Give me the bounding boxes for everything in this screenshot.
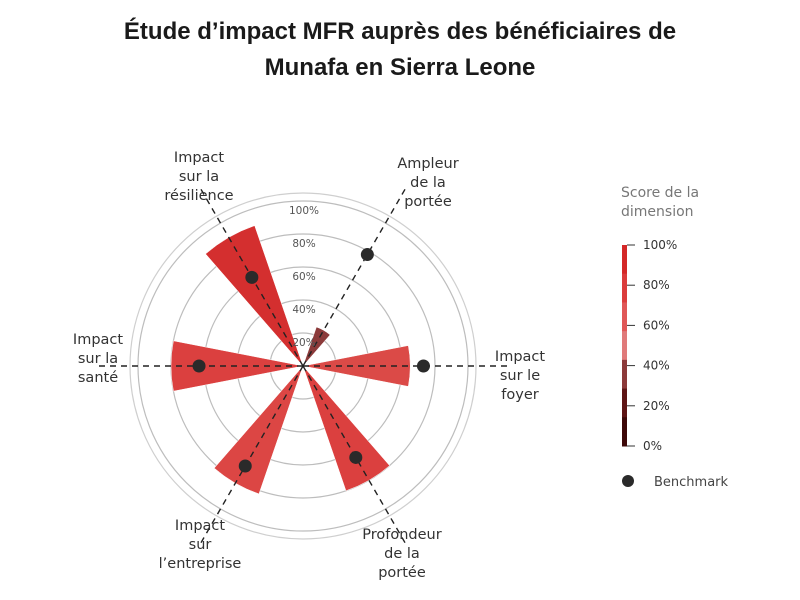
legend-color-segment <box>622 388 627 418</box>
legend-color-segment <box>622 359 627 390</box>
radial-tick-label: 100% <box>289 205 319 217</box>
radial-tick-label: 20% <box>292 337 315 349</box>
legend-color-segment <box>622 245 627 275</box>
legend-tick-label: 80% <box>643 278 670 292</box>
dimension-label: Impact <box>495 349 545 365</box>
radial-tick-label: 40% <box>292 304 315 316</box>
legend-benchmark-marker <box>622 475 634 487</box>
legend-color-segment <box>622 417 627 447</box>
legend-tick-label: 40% <box>643 359 670 373</box>
legend-color-segment <box>622 331 627 361</box>
chart-title-line-1: Étude d’impact MFR auprès des bénéficiai… <box>123 18 677 45</box>
dimension-label: sur la <box>179 169 219 185</box>
legend-title: dimension <box>621 204 694 220</box>
legend-tick-label: 20% <box>643 399 670 413</box>
legend-title: Score de la <box>621 185 699 201</box>
legend-tick-label: 60% <box>643 318 670 332</box>
axis-line <box>199 365 304 544</box>
bar-sector <box>302 345 411 387</box>
radial-tick-label: 80% <box>292 238 315 250</box>
legend-tick-label: 0% <box>643 439 662 453</box>
chart-title: Étude d’impact MFR auprès des bénéficiai… <box>0 14 800 86</box>
dimension-label: Ampleur <box>397 156 458 172</box>
dimension-label: portée <box>404 194 452 210</box>
dimension-label: Profondeur <box>362 527 441 543</box>
chart-title-line-2: Munafa en Sierra Leone <box>264 54 536 81</box>
legend-color-segment <box>622 273 627 303</box>
legend-benchmark-label: Benchmark <box>654 475 729 490</box>
dimension-label: portée <box>378 565 426 581</box>
dimension-label: de la <box>384 546 420 562</box>
dimension-label: l’entreprise <box>159 556 242 572</box>
benchmark-point <box>192 359 206 373</box>
dimension-label: sur <box>189 537 212 553</box>
legend: Score de la dimension 100% 80% 60% 40% 20% 0% Be… <box>621 185 729 490</box>
dimension-label: Impact <box>175 518 225 534</box>
dimension-label: santé <box>78 370 118 386</box>
benchmark-point <box>360 248 374 262</box>
dimension-label-layer: Ampleur de la portée Impact sur le foyer Profo… <box>73 150 545 581</box>
benchmark-point <box>349 450 363 464</box>
legend-tick-label: 100% <box>643 238 677 252</box>
radial-tick-label: 60% <box>292 271 315 283</box>
dimension-label: de la <box>410 175 446 191</box>
dimension-label: sur la <box>78 351 118 367</box>
dimension-label: sur le <box>500 368 540 384</box>
dimension-label: Impact <box>174 150 224 166</box>
benchmark-point <box>245 270 259 284</box>
benchmark-layer <box>192 248 430 473</box>
axis-line <box>302 188 407 367</box>
tick-label-layer: 20% 40% 60% 80% 100% <box>289 205 319 349</box>
dimension-label: foyer <box>501 387 538 403</box>
dimension-label: Impact <box>73 332 123 348</box>
outer-ring <box>129 192 477 540</box>
bars-layer <box>170 225 411 495</box>
bar-sector <box>205 225 304 367</box>
legend-color-segment <box>622 302 627 332</box>
benchmark-point <box>238 459 252 473</box>
bar-sector <box>302 365 390 492</box>
bar-sector <box>302 326 331 367</box>
dimension-label: résilience <box>164 188 233 204</box>
benchmark-point <box>416 359 430 373</box>
